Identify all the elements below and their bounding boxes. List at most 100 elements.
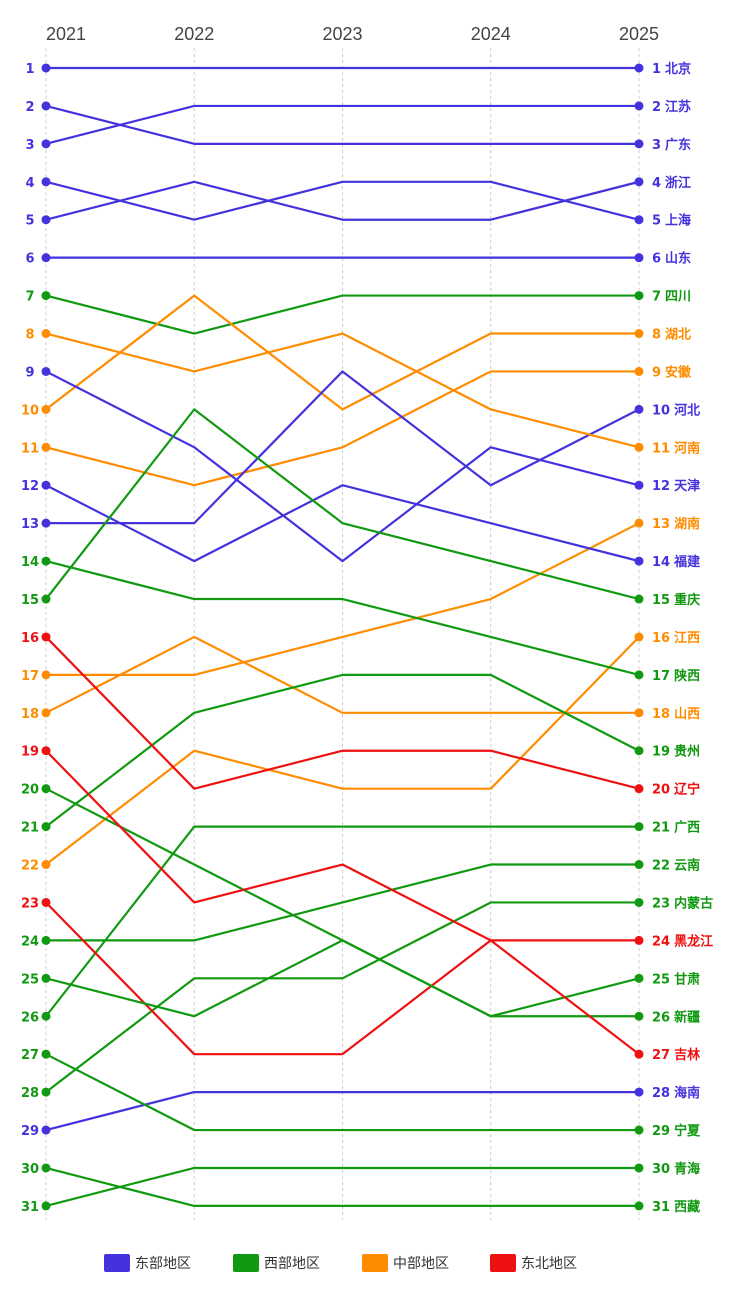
end-label-江苏: 2 江苏 [652, 99, 691, 115]
end-name-河南: 河南 [674, 440, 700, 456]
series-line-陕西 [45, 560, 640, 676]
point-宁夏-2025 [634, 1125, 644, 1135]
point-甘肃-2021 [41, 973, 51, 983]
point-河北-2021 [41, 518, 51, 528]
start-rank-label-河南: 8 [25, 328, 34, 343]
end-rank-河北: 10 [652, 403, 670, 418]
end-label-宁夏: 29 宁夏 [652, 1123, 701, 1139]
end-label-黑龙江: 24 黑龙江 [652, 933, 713, 949]
end-label-天津: 12 天津 [652, 478, 700, 494]
legend-swatch-west [233, 1254, 259, 1272]
point-福建-2021 [41, 480, 51, 490]
point-重庆-2025 [634, 594, 644, 604]
end-rank-安徽: 9 [652, 365, 661, 380]
end-rank-山东: 6 [652, 252, 661, 267]
start-rank-label-江西: 22 [21, 859, 39, 874]
end-name-福建: 福建 [673, 554, 700, 570]
legend-label-northeast: 东北地区 [521, 1256, 577, 1272]
end-rank-广东: 3 [652, 138, 661, 153]
series-line-江西 [45, 636, 640, 866]
end-label-广西: 21 广西 [652, 820, 700, 836]
start-rank-label-海南: 29 [21, 1124, 39, 1139]
start-rank-label-重庆: 15 [21, 593, 39, 608]
end-rank-贵州: 19 [652, 745, 670, 760]
point-广西-2021 [41, 1011, 51, 1021]
end-label-贵州: 19 贵州 [652, 744, 700, 760]
end-label-山东: 6 山东 [652, 251, 691, 267]
series-line-辽宁 [45, 636, 640, 790]
end-name-山西: 山西 [674, 706, 700, 722]
start-rank-label-新疆: 20 [21, 783, 39, 798]
series-line-四川 [45, 294, 639, 335]
start-rank-label-辽宁: 16 [21, 631, 39, 646]
start-rank-label-吉林: 19 [21, 745, 39, 760]
legend-swatch-east [104, 1254, 130, 1272]
end-label-辽宁: 20 辽宁 [652, 782, 700, 798]
series-points [41, 63, 644, 1211]
end-label-安徽: 9 安徽 [652, 364, 692, 380]
point-山西-2021 [41, 708, 51, 718]
end-name-西藏: 西藏 [674, 1199, 700, 1215]
end-rank-西藏: 31 [652, 1200, 670, 1215]
series-line-湖北 [45, 294, 639, 411]
series-line-天津 [45, 370, 640, 563]
series-line-广东 [45, 104, 639, 145]
point-北京-2025 [634, 63, 644, 73]
end-name-江苏: 江苏 [665, 99, 691, 115]
start-rank-label-湖北: 10 [21, 403, 39, 418]
end-label-青海: 30 青海 [652, 1161, 700, 1177]
start-rank-label-北京: 1 [25, 62, 34, 77]
series-line-山西 [45, 635, 639, 714]
end-name-辽宁: 辽宁 [674, 782, 700, 798]
series-line-重庆 [45, 408, 640, 601]
point-西藏-2025 [634, 1201, 644, 1211]
point-宁夏-2021 [41, 1049, 51, 1059]
start-rank-label-江苏: 3 [25, 138, 34, 153]
point-内蒙古-2025 [634, 897, 644, 907]
point-山东-2021 [41, 253, 51, 263]
point-湖北-2021 [41, 404, 51, 414]
end-label-江西: 16 江西 [652, 630, 700, 646]
end-label-吉林: 27 吉林 [652, 1047, 700, 1063]
point-河南-2025 [634, 442, 644, 452]
start-rank-label-上海: 4 [25, 176, 34, 191]
year-label-2023: 2023 [322, 24, 362, 44]
point-广东-2021 [41, 101, 51, 111]
start-rank-label-河北: 13 [21, 517, 39, 532]
year-label-2024: 2024 [471, 24, 511, 44]
start-rank-label-湖南: 17 [21, 669, 39, 684]
point-贵州-2021 [41, 822, 51, 832]
point-四川-2025 [634, 291, 644, 301]
point-陕西-2021 [41, 556, 51, 566]
point-上海-2021 [41, 177, 51, 187]
end-rank-甘肃: 25 [652, 972, 670, 987]
point-广东-2025 [634, 139, 644, 149]
point-海南-2025 [634, 1087, 644, 1097]
point-天津-2021 [41, 366, 51, 376]
end-rank-吉林: 27 [652, 1048, 670, 1063]
end-name-贵州: 贵州 [674, 744, 700, 760]
point-上海-2025 [634, 215, 644, 225]
end-rank-辽宁: 20 [652, 783, 670, 798]
end-rank-新疆: 26 [652, 1010, 670, 1025]
end-name-湖北: 湖北 [665, 328, 691, 343]
point-辽宁-2021 [41, 632, 51, 642]
end-label-上海: 5 上海 [652, 213, 691, 229]
point-四川-2021 [41, 291, 51, 301]
legend-label-central: 中部地区 [393, 1256, 449, 1272]
start-rank-label-四川: 7 [25, 290, 34, 305]
start-rank-label-甘肃: 25 [21, 972, 39, 987]
start-rank-label-西藏: 30 [21, 1162, 39, 1177]
series-line-西藏 [45, 1166, 639, 1208]
series-line-上海 [45, 180, 640, 221]
series-line-云南 [46, 863, 639, 942]
series-line-浙江 [45, 180, 640, 221]
end-label-海南: 28 海南 [652, 1085, 700, 1101]
end-name-山东: 山东 [665, 251, 691, 267]
end-label-陕西: 17 陕西 [652, 668, 700, 684]
start-rank-label-福建: 12 [21, 479, 39, 494]
point-湖南-2021 [41, 670, 51, 680]
end-name-宁夏: 宁夏 [674, 1123, 701, 1139]
